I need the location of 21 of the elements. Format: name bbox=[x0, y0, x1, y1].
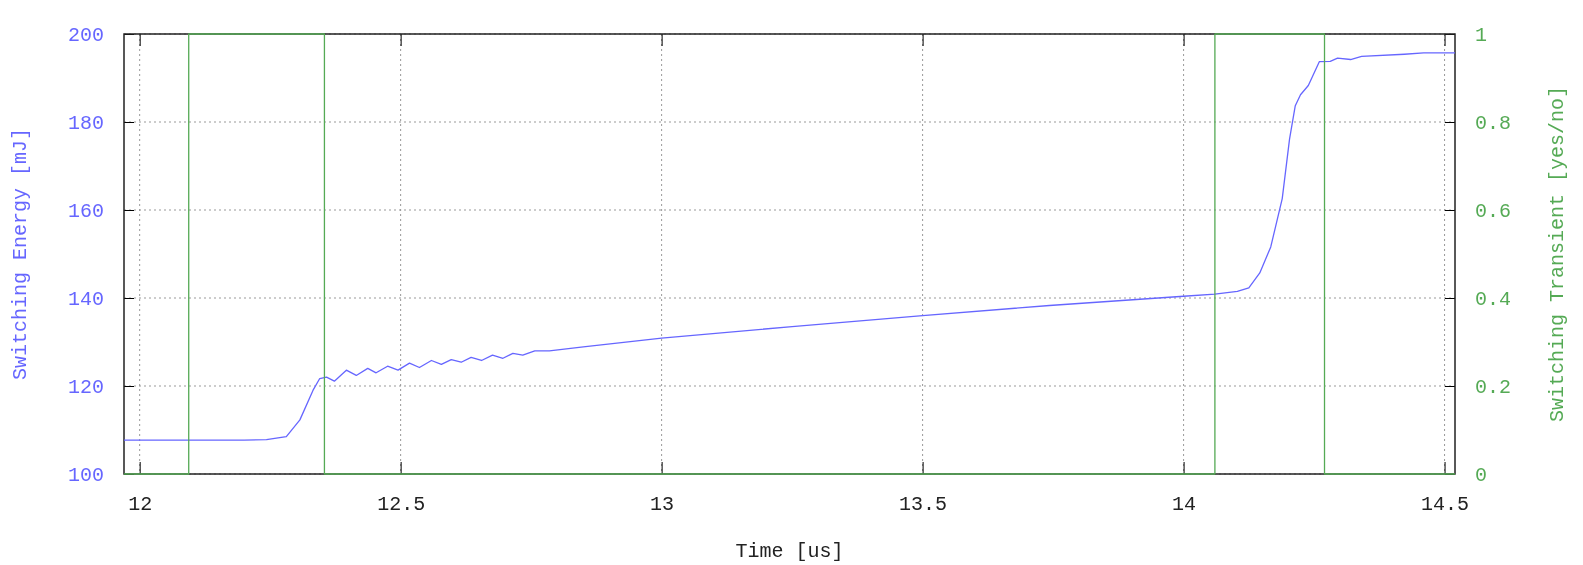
y-tick-label: 180 bbox=[67, 111, 104, 135]
x-tick-label: 14.5 bbox=[1421, 493, 1470, 517]
y-tick-label: 140 bbox=[67, 287, 104, 311]
x-tick-label: 13 bbox=[650, 493, 675, 517]
y-tick-label: 160 bbox=[67, 199, 104, 223]
x-tick-label: 14 bbox=[1172, 493, 1197, 517]
y-tick-label: 120 bbox=[67, 375, 104, 399]
y2-tick-label: 0.8 bbox=[1475, 111, 1512, 135]
x-tick-label: 13.5 bbox=[899, 493, 948, 517]
y2-tick-label: 0.2 bbox=[1475, 375, 1512, 399]
y2-tick-label: 1 bbox=[1475, 23, 1488, 47]
x-axis-title: Time [us] bbox=[735, 540, 844, 563]
y-axis-title: Switching Energy [mJ] bbox=[9, 127, 32, 381]
y2-tick-label: 0.4 bbox=[1475, 287, 1512, 311]
y2-tick-label: 0.6 bbox=[1475, 199, 1512, 223]
y-tick-label: 100 bbox=[67, 463, 104, 487]
y2-axis-title: Switching Transient [yes/no] bbox=[1546, 85, 1569, 423]
x-tick-label: 12.5 bbox=[377, 493, 426, 517]
x-tick-label: 12 bbox=[128, 493, 153, 517]
y-tick-label: 200 bbox=[67, 23, 104, 47]
y2-tick-label: 0 bbox=[1475, 463, 1488, 487]
